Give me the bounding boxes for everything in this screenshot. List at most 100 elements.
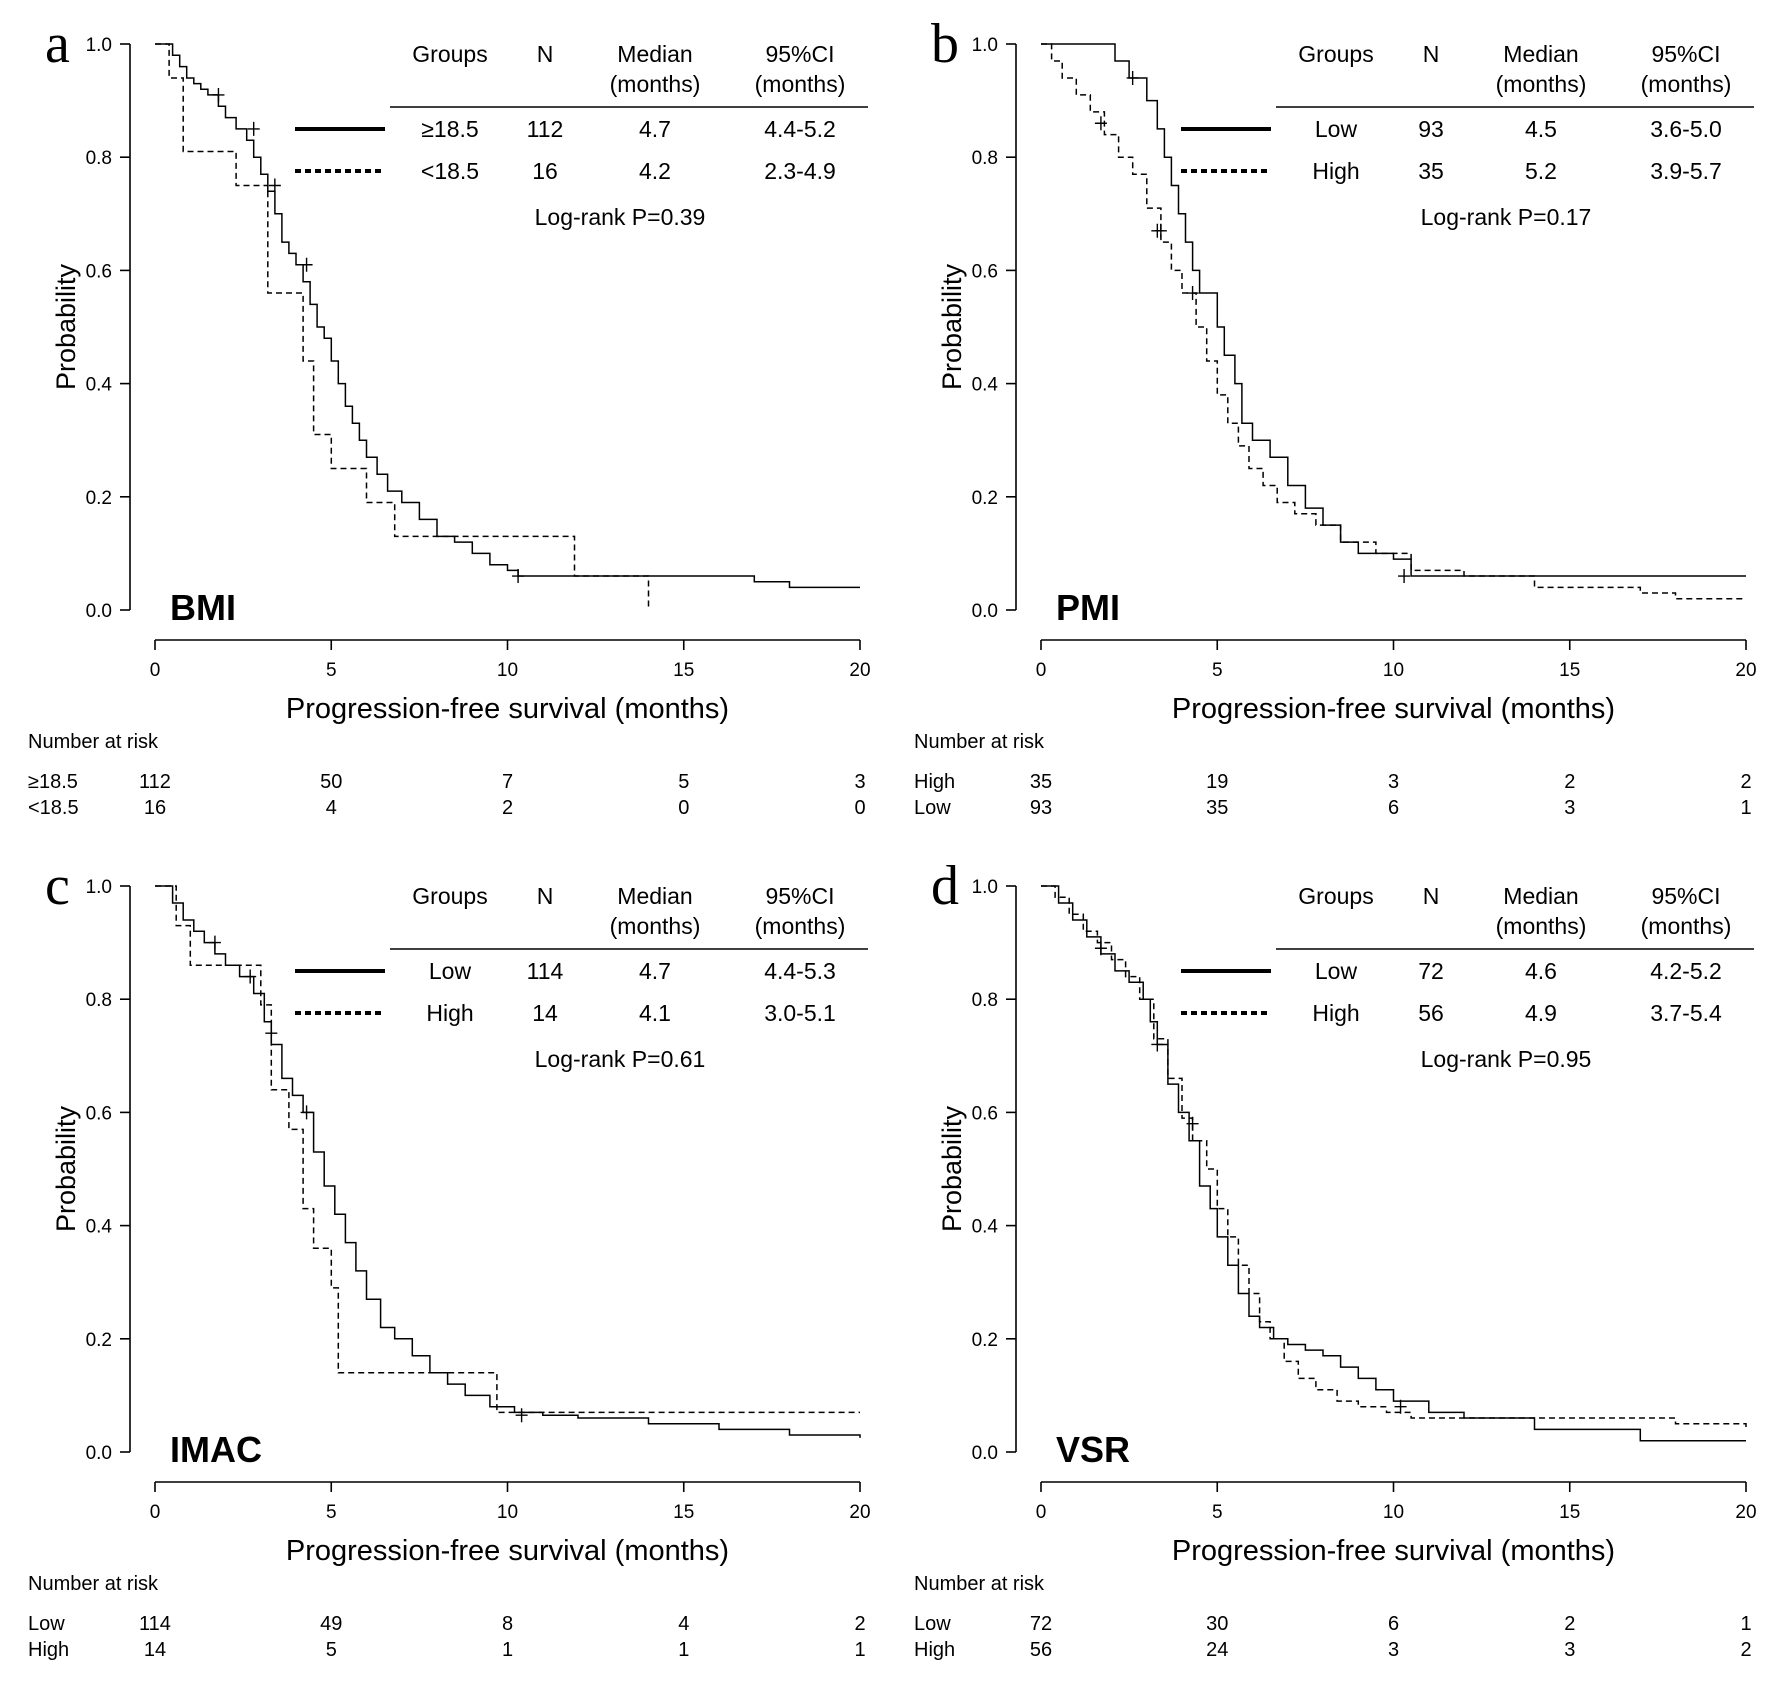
x-tick-label: 5 — [326, 1502, 337, 1523]
x-axis-title: Progression-free survival (months) — [286, 1535, 729, 1567]
x-tick-label: 15 — [673, 1502, 694, 1523]
x-axis-title: Progression-free survival (months) — [1172, 1535, 1615, 1567]
y-tick-label: 0.6 — [972, 261, 998, 282]
covariate-label: IMAC — [170, 1429, 262, 1470]
group-ci: 4.4-5.3 — [764, 958, 836, 984]
y-tick-label: 0.8 — [86, 990, 112, 1011]
table-header-groups: Groups — [1298, 883, 1373, 909]
group-n: 72 — [1418, 958, 1444, 984]
y-axis-title: Probability — [51, 263, 81, 390]
table-header-median-unit: (months) — [1496, 913, 1587, 939]
km-curve-High — [1041, 885, 1747, 1430]
table-header-median-unit: (months) — [610, 71, 701, 97]
censor-mark — [1186, 286, 1199, 301]
risk-value: 8 — [502, 1613, 513, 1635]
km-chart-c: c0 5 10 15 200.00.20.40.60.81.0Progression-f… — [28, 855, 871, 1661]
censor-mark — [1126, 70, 1139, 85]
km-chart-b: b 0 5 10 15 20 0.0 0.2 0.4 0.6 0.8 1.0 Progression-f… — [914, 13, 1757, 819]
risk-header: Number at risk — [914, 1573, 1045, 1595]
x-tick-label: 20 — [1735, 1502, 1756, 1523]
risk-value: 3 — [1388, 1639, 1399, 1661]
risk-value: 1 — [854, 1639, 865, 1661]
risk-header: Number at risk — [28, 731, 159, 753]
group-label: High — [1312, 1000, 1359, 1026]
x-axis-title: Progression-free survival (months) — [286, 693, 729, 725]
group-n: 112 — [527, 116, 564, 142]
risk-value: 35 — [1206, 797, 1228, 819]
y-axis-title: Probability — [51, 1105, 81, 1232]
group-label: Low — [1315, 116, 1358, 142]
risk-header: Number at risk — [28, 1573, 159, 1595]
censor-mark — [1094, 116, 1107, 131]
table-header-median: Median — [1503, 41, 1578, 67]
panel-letter: d — [931, 855, 959, 917]
x-tick-label: 10 — [1383, 660, 1404, 681]
group-n: 16 — [532, 158, 558, 184]
censor-mark — [1151, 1037, 1164, 1052]
group-n: 114 — [527, 958, 564, 984]
risk-value: 4 — [678, 1613, 689, 1635]
table-header-ci-unit: (months) — [1641, 913, 1732, 939]
risk-value: 1 — [678, 1639, 689, 1661]
risk-value: 30 — [1206, 1613, 1228, 1635]
censor-mark — [512, 569, 525, 584]
table-header-median: Median — [1503, 883, 1578, 909]
km-curve-<18.5 — [155, 43, 650, 610]
risk-value: 3 — [1564, 797, 1575, 819]
table-header-median: Median — [617, 41, 692, 67]
risk-row-label: <18.5 — [28, 797, 79, 819]
km-curve-Low — [1041, 885, 1746, 1442]
risk-row-label: ≥18.5 — [28, 771, 78, 793]
table-header-median-unit: (months) — [1496, 71, 1587, 97]
risk-row-label: High — [914, 771, 955, 793]
risk-value: 2 — [1564, 1613, 1575, 1635]
x-tick-label: 20 — [849, 1502, 870, 1523]
risk-value: 0 — [854, 797, 865, 819]
y-tick-label: 0.8 — [86, 148, 112, 169]
covariate-label: VSR — [1056, 1429, 1130, 1470]
censor-mark — [212, 87, 225, 102]
table-header-ci: 95%CI — [765, 41, 834, 67]
x-tick-label: 15 — [1559, 1502, 1580, 1523]
covariate-label: PMI — [1056, 587, 1120, 628]
group-ci: 3.6-5.0 — [1650, 116, 1722, 142]
x-tick-label: 20 — [849, 660, 870, 681]
risk-value: 2 — [1564, 771, 1575, 793]
group-n: 56 — [1418, 1000, 1444, 1026]
table-header-ci-unit: (months) — [755, 71, 846, 97]
y-tick-label: 0.2 — [86, 488, 112, 509]
x-tick-label: 10 — [497, 660, 518, 681]
table-header-ci: 95%CI — [1651, 41, 1720, 67]
table-header-median-unit: (months) — [610, 913, 701, 939]
x-tick-label: 0 — [1036, 660, 1047, 681]
risk-row-label: Low — [914, 797, 951, 819]
risk-value: 2 — [1740, 771, 1751, 793]
group-ci: 4.4-5.2 — [764, 116, 836, 142]
group-n: 93 — [1418, 116, 1444, 142]
panel-letter: a — [45, 13, 70, 75]
table-header-groups: Groups — [412, 883, 487, 909]
table-header-n: N — [1423, 41, 1440, 67]
x-tick-label: 10 — [1383, 1502, 1404, 1523]
y-tick-label: 0.2 — [86, 1330, 112, 1351]
censor-mark — [244, 969, 257, 984]
risk-value: 3 — [1388, 771, 1399, 793]
y-axis-title: Probability — [937, 263, 967, 390]
risk-value: 35 — [1030, 771, 1052, 793]
km-curve-Low — [1041, 43, 1746, 577]
logrank-pvalue: Log-rank P=0.95 — [1421, 1046, 1592, 1072]
censor-mark — [300, 1105, 313, 1120]
table-header-n: N — [1423, 883, 1440, 909]
x-tick-label: 0 — [150, 660, 161, 681]
x-tick-label: 15 — [1559, 660, 1580, 681]
risk-value: 16 — [144, 797, 166, 819]
y-tick-label: 0.8 — [972, 990, 998, 1011]
group-ci: 2.3-4.9 — [764, 158, 836, 184]
y-tick-label: 0.0 — [86, 1443, 112, 1464]
group-median: 4.7 — [639, 958, 671, 984]
group-label: High — [426, 1000, 473, 1026]
risk-value: 72 — [1030, 1613, 1052, 1635]
y-tick-label: 1.0 — [972, 35, 998, 56]
risk-value: 1 — [1740, 797, 1751, 819]
risk-value: 19 — [1206, 771, 1228, 793]
